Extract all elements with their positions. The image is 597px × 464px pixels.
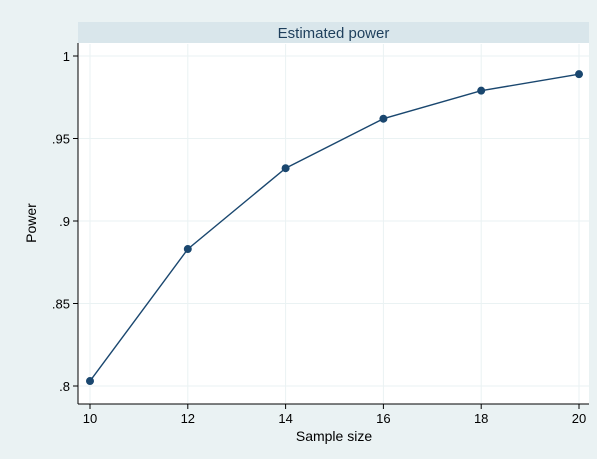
x-tick-label: 18 <box>474 411 488 426</box>
data-point <box>477 86 486 95</box>
y-tick-label: .8 <box>59 379 70 394</box>
x-axis-label: Sample size <box>296 428 372 444</box>
y-axis-label: Power <box>23 203 39 243</box>
series-markers <box>86 70 583 386</box>
chart-title: Estimated power <box>278 25 390 42</box>
y-tick-label: 1 <box>63 49 70 64</box>
data-point <box>575 70 583 79</box>
x-tick-label: 20 <box>572 411 586 426</box>
plot-area <box>78 43 589 404</box>
axis-ticks: .8 .85 .9 .95 1 10 12 14 16 18 20 <box>52 49 586 426</box>
x-tick-label: 12 <box>181 411 195 426</box>
x-tick-label: 10 <box>83 411 97 426</box>
data-point <box>86 377 94 386</box>
data-point <box>379 114 388 123</box>
grid-lines <box>79 44 589 403</box>
title-band <box>78 22 589 43</box>
data-point <box>183 245 192 254</box>
y-tick-label: .9 <box>59 214 70 229</box>
x-tick-label: 14 <box>278 411 292 426</box>
x-tick-label: 16 <box>376 411 390 426</box>
series-line <box>89 73 580 382</box>
data-point <box>281 164 290 173</box>
y-tick-label: .95 <box>52 132 70 147</box>
y-tick-label: .85 <box>52 297 70 312</box>
